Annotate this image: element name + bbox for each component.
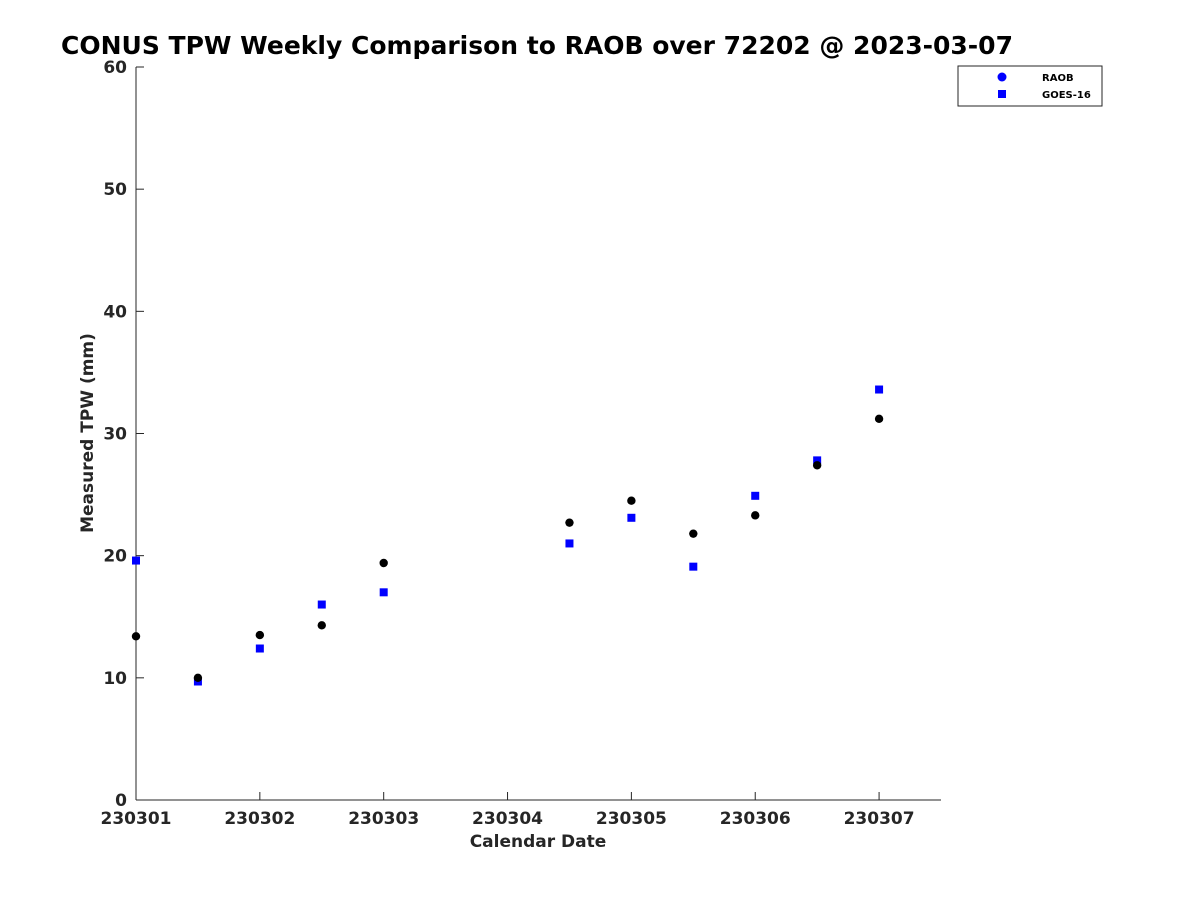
y-tick-label: 20 — [103, 547, 127, 567]
raob-point — [751, 511, 760, 520]
legend-raob-label: RAOB — [1042, 73, 1074, 84]
raob-point — [317, 621, 326, 630]
legend-box — [957, 65, 1103, 107]
data-points — [131, 385, 884, 686]
goes-16-point — [813, 456, 822, 465]
goes-16-point — [751, 491, 760, 500]
y-tick-label: 10 — [103, 669, 127, 689]
chart-title: CONUS TPW Weekly Comparison to RAOB over… — [61, 31, 1013, 60]
x-tick-label: 230306 — [720, 809, 791, 829]
goes-16-point — [379, 588, 388, 597]
goes-16-point — [132, 556, 140, 565]
y-tick-label: 0 — [115, 791, 127, 811]
y-tick-label: 50 — [103, 180, 127, 200]
raob-point — [131, 632, 141, 641]
x-axis-ticks: 230301 230302 230303 230304 230305 230306 2303… — [101, 792, 915, 829]
x-tick-label: 230304 — [472, 809, 543, 829]
goes-16-point — [627, 513, 636, 522]
legend-goes-marker — [998, 90, 1006, 98]
y-axis-label: Measured TPW (mm) — [78, 333, 98, 533]
x-tick-label: 230301 — [101, 809, 172, 829]
raob-point — [379, 558, 388, 568]
legend: RAOB GOES-16 — [957, 65, 1103, 107]
goes-16-point — [689, 562, 698, 571]
x-tick-label: 230305 — [596, 809, 667, 829]
y-tick-label: 60 — [103, 58, 127, 78]
goes-16-point — [565, 539, 574, 548]
x-tick-label: 230302 — [224, 809, 295, 829]
raob-point — [565, 518, 574, 527]
x-tick-label: 230307 — [844, 809, 915, 829]
legend-goes-label: GOES-16 — [1042, 90, 1091, 101]
raob-point — [812, 461, 822, 470]
y-tick-label: 30 — [103, 425, 127, 445]
y-tick-label: 40 — [103, 302, 127, 322]
goes-16-point — [317, 600, 326, 609]
goes-16-point — [255, 644, 264, 653]
raob-point — [874, 414, 884, 424]
plot-axes — [135, 67, 941, 801]
legend-raob-marker — [997, 72, 1007, 82]
raob-point — [689, 529, 698, 538]
raob-point — [193, 673, 203, 683]
raob-point — [255, 630, 265, 640]
x-tick-label: 230303 — [348, 809, 419, 829]
x-axis-label: Calendar Date — [470, 832, 607, 852]
y-axis-ticks: 0 10 20 30 40 50 60 — [103, 58, 144, 811]
goes-16-point — [875, 385, 884, 394]
raob-point — [627, 496, 636, 505]
